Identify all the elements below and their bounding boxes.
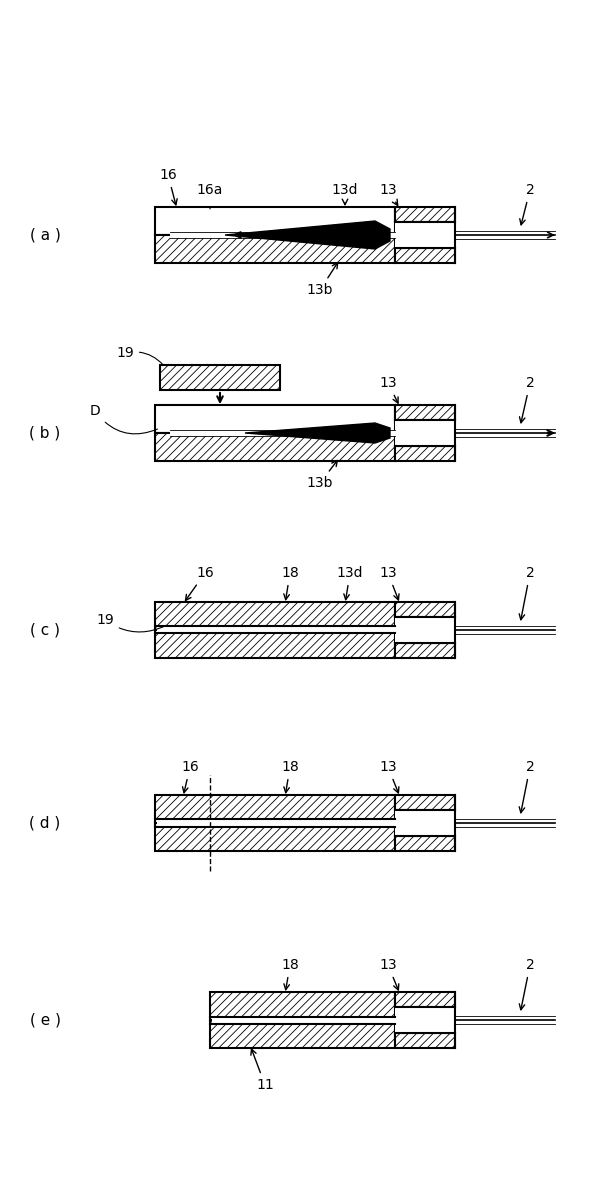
Bar: [212, 1017, 395, 1023]
Bar: [155, 630, 395, 658]
Text: 13b: 13b: [307, 460, 337, 490]
Bar: [395, 405, 455, 421]
Polygon shape: [225, 221, 390, 249]
Bar: [210, 1021, 395, 1048]
Text: D: D: [89, 404, 157, 434]
Bar: [155, 207, 395, 235]
Text: 2: 2: [519, 566, 535, 620]
Text: 13: 13: [379, 760, 399, 793]
Text: ( b ): ( b ): [30, 425, 60, 441]
Text: 19: 19: [116, 347, 163, 364]
Text: 13: 13: [379, 376, 398, 403]
Bar: [395, 1032, 455, 1048]
Text: 16: 16: [159, 168, 177, 204]
Bar: [395, 421, 455, 446]
Bar: [395, 446, 455, 461]
Text: 13: 13: [379, 183, 398, 206]
Text: 13d: 13d: [337, 566, 363, 600]
Polygon shape: [245, 423, 390, 443]
Text: 16: 16: [185, 566, 214, 600]
Bar: [395, 207, 455, 222]
Bar: [157, 820, 395, 827]
Text: 13d: 13d: [332, 183, 358, 204]
Text: ( a ): ( a ): [30, 227, 60, 243]
Bar: [155, 795, 395, 823]
Text: 16a: 16a: [197, 183, 223, 197]
Bar: [157, 626, 395, 633]
Text: 13: 13: [379, 958, 399, 989]
Bar: [170, 232, 395, 238]
Bar: [395, 992, 455, 1007]
Text: 2: 2: [520, 183, 535, 225]
Bar: [210, 992, 395, 1021]
Bar: [395, 222, 455, 247]
Bar: [160, 364, 280, 390]
Text: 19: 19: [96, 613, 165, 632]
Bar: [155, 602, 395, 630]
Text: 2: 2: [520, 376, 535, 423]
Text: ( e ): ( e ): [30, 1012, 60, 1028]
Text: 13b: 13b: [307, 263, 337, 298]
Bar: [395, 795, 455, 810]
Text: 18: 18: [281, 566, 299, 600]
Bar: [155, 405, 395, 433]
Text: 16: 16: [181, 760, 199, 792]
Text: 18: 18: [281, 958, 299, 989]
Bar: [395, 247, 455, 263]
Text: 11: 11: [251, 1049, 274, 1092]
Bar: [155, 235, 395, 263]
Bar: [155, 823, 395, 851]
Text: 13: 13: [379, 566, 399, 600]
Bar: [395, 602, 455, 618]
Bar: [170, 430, 395, 436]
Text: ( d ): ( d ): [30, 815, 60, 831]
Bar: [395, 643, 455, 658]
Text: 2: 2: [519, 760, 535, 813]
Bar: [395, 835, 455, 851]
Bar: [395, 810, 455, 835]
Bar: [395, 1007, 455, 1032]
Bar: [395, 618, 455, 643]
Text: 18: 18: [281, 760, 299, 792]
Bar: [155, 433, 395, 461]
Text: ( c ): ( c ): [30, 623, 60, 637]
Text: 2: 2: [519, 958, 535, 1010]
